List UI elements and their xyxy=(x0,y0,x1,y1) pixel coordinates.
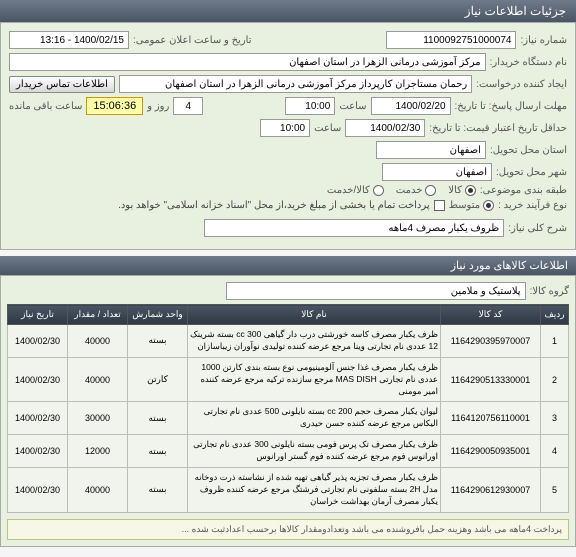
remain-label: ساعت باقی مانده xyxy=(9,101,82,112)
table-cell: بسته xyxy=(128,435,188,468)
radio-icon xyxy=(425,185,436,196)
col-code: کد کالا xyxy=(441,305,541,325)
table-cell: بسته xyxy=(128,325,188,358)
goods-table: ردیف کد کالا نام کالا واحد شمارش تعداد /… xyxy=(7,304,569,513)
table-cell: 2 xyxy=(541,357,569,402)
budget-goods-service-label: کالا/خدمت xyxy=(327,185,370,196)
min-valid-hour-field: 10:00 xyxy=(260,119,310,137)
table-cell: 1164290612930007 xyxy=(441,468,541,513)
need-number-label: شماره نیاز: xyxy=(520,35,567,46)
countdown-timer: 15:06:36 xyxy=(86,97,143,115)
col-date: تاریخ نیاز xyxy=(8,305,68,325)
creator-label: ایجاد کننده درخواست: xyxy=(476,79,567,90)
need-number-field: 1100092751000074 xyxy=(386,31,516,49)
buyer-contact-button[interactable]: اطلاعات تماس خریدار xyxy=(9,76,115,93)
deliver-prov-field: اصفهان xyxy=(376,141,486,159)
budget-goods-service-option[interactable]: کالا/خدمت xyxy=(327,185,384,196)
goods-panel: گروه کالا: پلاستیک و ملامین ردیف کد کالا… xyxy=(0,275,576,547)
proc-small-option[interactable]: متوسط xyxy=(449,200,494,211)
deliver-city-label: شهر محل تحویل: xyxy=(496,167,567,178)
need-title-label: شرح کلی نیاز: xyxy=(508,223,567,234)
budget-goods-option[interactable]: کالا xyxy=(448,185,476,196)
deadline-label: مهلت ارسال پاسخ: تا تاریخ: xyxy=(455,101,567,112)
min-valid-hour-label: ساعت xyxy=(314,123,341,134)
table-cell: 1164120756110001 xyxy=(441,402,541,435)
day-label: روز و xyxy=(147,101,169,112)
table-cell: 40000 xyxy=(68,325,128,358)
budget-goods-label: کالا xyxy=(448,185,462,196)
table-cell: کارتن xyxy=(128,357,188,402)
table-cell: 1400/02/30 xyxy=(8,325,68,358)
table-cell: 1400/02/30 xyxy=(8,435,68,468)
table-cell: بسته xyxy=(128,402,188,435)
table-cell: 1164290050935001 xyxy=(441,435,541,468)
table-cell: 1164290395970007 xyxy=(441,325,541,358)
treasury-checkbox-label: پرداخت تمام یا بخشی از مبلغ خرید،از محل … xyxy=(118,200,430,211)
treasury-checkbox[interactable] xyxy=(434,200,445,211)
table-cell: بسته xyxy=(128,468,188,513)
goods-group-label: گروه کالا: xyxy=(530,286,569,297)
bottom-note: پرداخت 4ماهه می باشد وهزینه حمل بافروشند… xyxy=(7,519,569,540)
proc-type-label: نوع فرآیند خرید : xyxy=(498,200,567,211)
table-cell: 1400/02/30 xyxy=(8,402,68,435)
table-row[interactable]: 51164290612930007ظرف یکبار مصرف تجزیه پذ… xyxy=(8,468,569,513)
proc-small-label: متوسط xyxy=(449,200,480,211)
proc-type-group: متوسط xyxy=(449,200,494,211)
deadline-hour-field: 10:00 xyxy=(285,97,335,115)
table-cell: 1164290513330001 xyxy=(441,357,541,402)
table-cell: 12000 xyxy=(68,435,128,468)
table-cell: لیوان یکبار مصرف حجم 200 cc بسته نایلونی… xyxy=(188,402,441,435)
table-header-row: ردیف کد کالا نام کالا واحد شمارش تعداد /… xyxy=(8,305,569,325)
table-row[interactable]: 11164290395970007ظرف یکبار مصرف کاسه خور… xyxy=(8,325,569,358)
window-title-bar: جزئیات اطلاعات نیاز xyxy=(0,0,576,22)
table-cell: 1400/02/30 xyxy=(8,468,68,513)
buyer-org-field: مرکز آموزشی درمانی الزهرا در استان اصفها… xyxy=(9,53,486,71)
table-cell: 4 xyxy=(541,435,569,468)
table-cell: 3 xyxy=(541,402,569,435)
table-cell: 40000 xyxy=(68,468,128,513)
remaining-days-field: 4 xyxy=(173,97,203,115)
radio-icon xyxy=(483,200,494,211)
goods-group-field: پلاستیک و ملامین xyxy=(226,282,526,300)
min-valid-label: حداقل تاریخ اعتبار قیمت: تا تاریخ: xyxy=(429,123,567,134)
col-row-no: ردیف xyxy=(541,305,569,325)
table-cell: 1400/02/30 xyxy=(8,357,68,402)
buyer-org-label: نام دستگاه خریدار: xyxy=(490,57,567,68)
budget-service-option[interactable]: خدمت xyxy=(396,185,437,196)
table-cell: 30000 xyxy=(68,402,128,435)
deadline-date-field: 1400/02/20 xyxy=(371,97,451,115)
table-row[interactable]: 31164120756110001لیوان یکبار مصرف حجم 20… xyxy=(8,402,569,435)
table-cell: 1 xyxy=(541,325,569,358)
table-cell: ظرف یکبار مصرف تجزیه پذیر گیاهی تهیه شده… xyxy=(188,468,441,513)
creator-field: رحمان مستاجران کارپرداز مرکز آموزشی درما… xyxy=(119,75,472,93)
announce-time-label: تاریخ و ساعت اعلان عمومی: xyxy=(133,35,252,46)
deadline-hour-label: ساعت xyxy=(339,101,366,112)
deliver-prov-label: استان محل تحویل: xyxy=(490,145,567,156)
window-title: جزئیات اطلاعات نیاز xyxy=(465,4,566,18)
budget-service-label: خدمت xyxy=(396,185,423,196)
need-title-field: ظروف یکبار مصرف 4ماهه xyxy=(204,219,504,237)
deliver-city-field: اصفهان xyxy=(382,163,492,181)
budget-radio-group: کالا خدمت کالا/خدمت xyxy=(327,185,476,196)
table-cell: ظرف یکبار مصرف غذا جنس آلومینیومی نوع بس… xyxy=(188,357,441,402)
goods-section-header: اطلاعات کالاهای مورد نیاز xyxy=(0,256,576,275)
min-valid-date-field: 1400/02/30 xyxy=(345,119,425,137)
col-name: نام کالا xyxy=(188,305,441,325)
col-qty: تعداد / مقدار xyxy=(68,305,128,325)
radio-icon xyxy=(373,185,384,196)
main-form-panel: شماره نیاز: 1100092751000074 تاریخ و ساع… xyxy=(0,22,576,250)
table-row[interactable]: 21164290513330001ظرف یکبار مصرف غذا جنس … xyxy=(8,357,569,402)
radio-icon xyxy=(465,185,476,196)
table-cell: 5 xyxy=(541,468,569,513)
table-cell: ظرف یکبار مصرف تک پرس فومی بسته نایلونی … xyxy=(188,435,441,468)
col-unit: واحد شمارش xyxy=(128,305,188,325)
budget-label: طبقه بندی موضوعی: xyxy=(480,185,567,196)
table-cell: 40000 xyxy=(68,357,128,402)
table-cell: ظرف یکبار مصرف کاسه خورشتی درب دار گیاهی… xyxy=(188,325,441,358)
table-row[interactable]: 41164290050935001ظرف یکبار مصرف تک پرس ف… xyxy=(8,435,569,468)
announce-time-field: 1400/02/15 - 13:16 xyxy=(9,31,129,49)
